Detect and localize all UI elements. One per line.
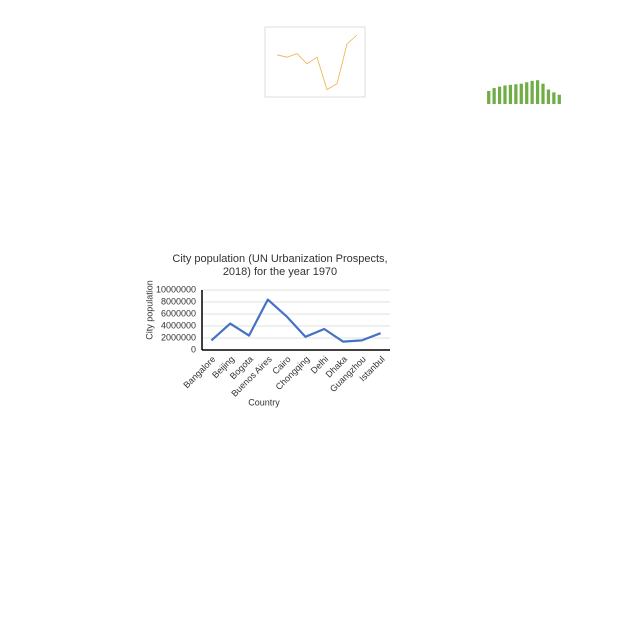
thumb-frame [264,26,366,98]
y-tick-label: 0 [191,344,196,354]
x-axis-label: Country [248,397,280,407]
bar [535,80,540,104]
bar [514,84,518,104]
bar [508,84,513,104]
bar [541,83,545,104]
line-series [276,34,358,90]
y-tick-label: 6000000 [161,308,196,318]
bar [530,80,534,104]
bar [497,86,502,104]
chart-title: City population (UN Urbanization Prospec… [172,253,388,278]
y-tick-label: 4000000 [161,320,196,330]
y-tick-label: 8000000 [161,296,196,306]
y-tick-label: 2000000 [161,332,196,342]
bar [525,82,529,104]
bar [519,83,523,104]
bar [552,92,556,104]
bar [487,90,491,104]
line-series [210,298,381,343]
bar [546,89,551,104]
bar [492,88,496,104]
y-axis-label: City population [144,280,154,340]
y-tick-label: 10000000 [156,284,196,294]
bar [503,85,507,104]
bar [557,94,561,104]
